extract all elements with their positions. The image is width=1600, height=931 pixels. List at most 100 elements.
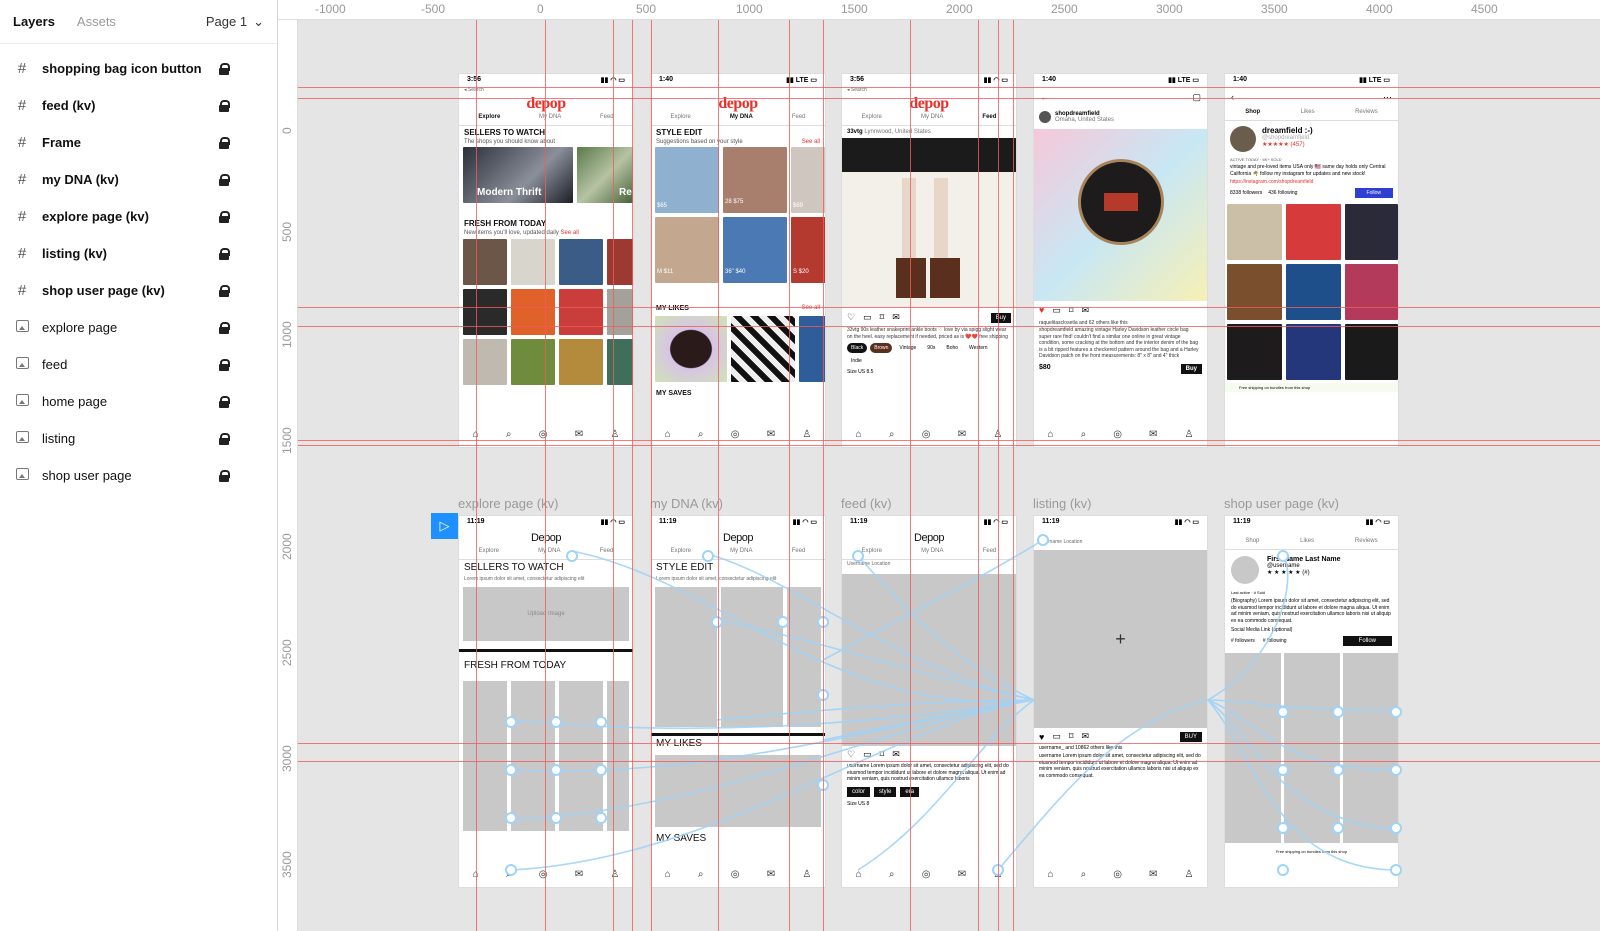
comment-icon[interactable]: ▭ [1052, 305, 1061, 315]
wireframe-feed[interactable]: 11:19 ▮▮ ◠ ▭ Depop Explore My DNA Feed User… [841, 515, 1017, 888]
comment-icon[interactable]: ▭ [1052, 731, 1061, 741]
post-username[interactable]: 33vtg [847, 129, 863, 135]
tab-explore[interactable]: Explore [861, 548, 882, 554]
followers-count[interactable]: 8338 followers [1230, 190, 1263, 196]
heart-icon[interactable]: ♥ [1039, 731, 1045, 742]
guide-line[interactable] [298, 87, 1600, 88]
home-icon[interactable]: ⌂ [473, 429, 479, 440]
guide-line[interactable] [613, 20, 614, 931]
avatar[interactable] [1039, 111, 1051, 123]
mail-icon[interactable]: ✉ [892, 749, 900, 759]
guide-line[interactable] [910, 20, 911, 931]
back-search[interactable]: ◂ Search [847, 87, 867, 93]
tab-layers[interactable]: Layers [13, 14, 55, 29]
mail-icon[interactable]: ✉ [957, 428, 967, 440]
profile-icon[interactable]: ♙ [1184, 428, 1194, 440]
likes-row[interactable] [655, 316, 825, 386]
tab-assets[interactable]: Assets [76, 14, 116, 29]
lock-icon[interactable] [219, 321, 230, 334]
frame-label[interactable]: listing (kv) [1033, 496, 1092, 511]
profile-icon[interactable]: ♙ [802, 868, 812, 880]
mockup-my-dna[interactable]: 1:40 ▮▮ LTE ▭ depop Explore My DNA Feed S… [650, 73, 826, 448]
mail-icon[interactable]: ✉ [1081, 305, 1090, 315]
tab-likes[interactable]: Likes [1300, 109, 1315, 115]
tab-explore[interactable]: Explore [478, 114, 501, 120]
frame-label[interactable]: feed (kv) [841, 496, 892, 511]
lock-icon[interactable] [219, 284, 230, 297]
profile-icon[interactable]: ♙ [993, 429, 1002, 440]
shipping-banner[interactable]: Free shipping on bundles from this shop [1275, 849, 1348, 854]
camera-icon[interactable]: ◎ [921, 868, 931, 880]
buy-button[interactable]: BUY [1179, 731, 1202, 742]
tab-explore[interactable]: Explore [670, 548, 691, 554]
tag-chip[interactable]: Boho [946, 345, 959, 351]
tag-chip[interactable]: style [874, 786, 897, 797]
home-icon[interactable]: ⌂ [855, 868, 862, 880]
shop-link[interactable]: https://instagram.com/shopdreamfield [1230, 179, 1314, 185]
mail-icon[interactable]: ✉ [1081, 731, 1090, 741]
mail-icon[interactable]: ✉ [574, 868, 584, 880]
mail-icon[interactable]: ✉ [574, 428, 584, 440]
profile-icon[interactable]: ♙ [1184, 868, 1194, 880]
back-arrow-icon[interactable]: ← [1040, 92, 1049, 102]
guide-line[interactable] [298, 307, 1600, 308]
layer-item[interactable]: feed [0, 346, 277, 383]
guide-line[interactable] [789, 20, 790, 931]
buy-button[interactable]: Buy [990, 312, 1011, 323]
mockup-listing[interactable]: 1:40 ▮▮ LTE ▭ ← ▢ shopdreamfield Omaha, Uni… [1033, 73, 1208, 448]
guide-line[interactable] [1013, 20, 1014, 931]
review-stars[interactable]: ★★★★★ (457) [1262, 142, 1305, 148]
mail-icon[interactable]: ✉ [1149, 428, 1158, 440]
tab-explore[interactable]: Explore [478, 548, 499, 554]
tab-my-dna[interactable]: My DNA [538, 114, 562, 120]
search-icon[interactable]: ⌕ [697, 428, 704, 440]
tab-feed[interactable]: Feed [791, 114, 806, 120]
tag-chip[interactable]: Vintage [899, 345, 917, 351]
see-all-link[interactable]: See all [801, 305, 820, 311]
lock-icon[interactable] [219, 358, 230, 371]
lock-icon[interactable] [219, 62, 230, 75]
lock-icon[interactable] [219, 469, 230, 482]
mail-icon[interactable]: ✉ [766, 868, 776, 880]
mockup-feed[interactable]: 3:56 ▮▮ ◠ ▭ ◂ Search depop Explore My DNA… [841, 73, 1017, 448]
tab-likes[interactable]: Likes [1300, 538, 1315, 544]
followers-count[interactable]: # followers [1231, 638, 1255, 644]
mail-icon[interactable]: ✉ [1149, 868, 1158, 880]
home-icon[interactable]: ⌂ [855, 428, 862, 440]
bookmark-icon[interactable]: ⌑ [1068, 731, 1074, 741]
frame-label[interactable]: explore page (kv) [458, 496, 559, 511]
see-all-link[interactable]: See all [801, 139, 820, 145]
avatar[interactable] [1231, 556, 1259, 584]
page-selector[interactable]: Page 1 ⌄ [206, 14, 264, 30]
camera-icon[interactable]: ◎ [1113, 868, 1122, 880]
guide-line[interactable] [823, 20, 824, 931]
frame-label[interactable]: shop user page (kv) [1224, 496, 1339, 511]
guide-line[interactable] [998, 20, 999, 931]
guide-line[interactable] [978, 20, 979, 931]
comment-icon[interactable]: ▭ [863, 312, 872, 322]
layer-item[interactable]: # Frame [0, 124, 277, 161]
tab-my-dna[interactable]: My DNA [538, 548, 561, 554]
guide-line[interactable] [718, 20, 719, 931]
layer-item[interactable]: # shop user page (kv) [0, 272, 277, 309]
shop-grid[interactable] [1227, 204, 1398, 380]
home-icon[interactable]: ⌂ [1047, 868, 1054, 880]
tab-feed[interactable]: Feed [791, 548, 806, 554]
guide-line[interactable] [298, 743, 1600, 744]
more-icon[interactable]: ⋯ [1383, 92, 1392, 102]
tag-chip[interactable]: Black [847, 343, 868, 353]
wireframe-explore-page[interactable]: 11:19▮▮ ◠ ▭ Depop Explore My DNA Feed SELL… [458, 515, 634, 888]
camera-icon[interactable]: ◎ [538, 868, 548, 880]
search-icon[interactable]: ⌕ [505, 868, 512, 880]
lock-icon[interactable] [219, 136, 230, 149]
guide-line[interactable] [298, 761, 1600, 762]
tab-my-dna[interactable]: My DNA [729, 114, 753, 120]
profile-icon[interactable]: ♙ [610, 428, 620, 440]
mockup-shop-user-page[interactable]: 1:40 ▮▮ LTE ▭ ‹ ⋯ Shop Likes Reviews dream… [1224, 73, 1399, 448]
camera-icon[interactable]: ◎ [921, 428, 931, 440]
shopping-bag-icon[interactable]: ▢ [1192, 92, 1201, 102]
search-icon[interactable]: ⌕ [888, 868, 895, 880]
follow-button[interactable]: Follow [1354, 188, 1393, 198]
tab-reviews[interactable]: Reviews [1355, 109, 1378, 115]
profile-icon[interactable]: ♙ [802, 428, 812, 440]
